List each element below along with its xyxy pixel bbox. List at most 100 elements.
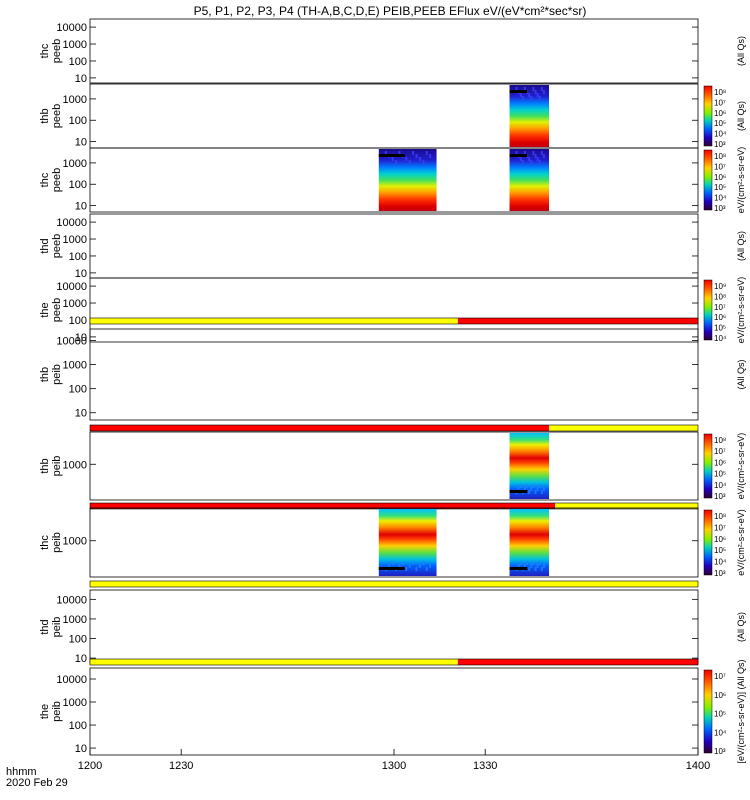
texture-streak-thb-peeb-0-7 [530,96,533,100]
ytick-label-thc-peeb-1: 100 [69,179,87,191]
spectrogram-block-thc-peib-1 [509,509,550,576]
status-bar-segment-thb-peib-bar-1 [549,425,698,431]
colorbar-thb-peeb [703,85,713,147]
ytick-label-thb-peib-top-0: 10000 [56,335,87,347]
xtick-label-1: 1230 [169,760,193,772]
panel-thd-peeb: 10000 1000 100 10 thdpeeb (All Qs) [39,213,746,280]
texture-streak-thc-peeb-1-2 [519,157,522,161]
colorbar-title-thc-peeb-top: (All Qs) [736,36,746,66]
colorbar-tick-the-peeb-2: 10⁷ [714,303,726,312]
ylabel-thb-peib: thbpeib [39,456,63,477]
texture-streak-thb-peib-0-6 [528,490,531,494]
texture-streak-thc-peib-0-13 [429,564,432,568]
status-bar-frame-thb-peib-bar [89,424,699,432]
panel-frame-thc-peeb [89,147,699,213]
panel-thb-peib-bar [89,424,699,432]
texture-streak-thc-peib-0-5 [401,561,404,565]
status-bar-segment-thb-peib-bar-0 [90,425,550,431]
status-bar-frame-thd-peib-bar [89,580,699,588]
texture-streak-thc-peeb-1-10 [536,157,539,161]
colorbar-title-thb-peib: eV/(cm²-s-sr-eV) [736,433,746,500]
texture-streak-thc-peib-0-2 [391,561,394,565]
texture-streak-thc-peib-0-9 [415,567,418,571]
panel-frame-thd-peib [89,589,699,665]
texture-streak-thb-peeb-0-6 [528,93,531,97]
texture-streak-thb-peeb-0-9 [534,90,537,94]
ylabel-thb-peeb: thbpeeb [39,104,63,128]
texture-streak-thc-peib-1-6 [528,567,531,571]
ytick-label-the-peib-2: 100 [69,720,87,732]
ytick-label-the-peeb-1: 1000 [63,298,87,310]
texture-streak-thb-peeb-0-12 [540,87,543,91]
dark-band-thb-peeb-0 [509,90,528,93]
colorbar-thc-peeb [703,149,713,211]
xtick-label-2: 1300 [382,760,406,772]
texture-streak-thc-peib-1-13 [542,564,545,568]
time-axis: 1200 1230 1300 1330 1400 [78,749,710,772]
texture-streak-thc-peib-1-10 [536,564,539,568]
spectrogram-block-thc-peeb-0 [378,149,437,211]
ytick-label-thc-peeb-top-3: 10 [75,73,87,85]
texture-streak-thc-peib-0-10 [418,564,421,568]
colorbar-tick-thb-peeb-0: 10⁸ [714,88,726,97]
colorbar-title-the-peib: [eV/(cm²-s-sr-eV)] (All Qs) [736,660,746,764]
x-axis-label-hhmm: hhmm [6,766,37,778]
texture-streak-thb-peib-0-8 [532,484,535,488]
colorbar-tick-the-peib-0: 10⁷ [714,672,726,681]
ytick-label-thc-peeb-0: 1000 [63,158,87,170]
texture-streak-thc-peeb-1-12 [540,151,543,155]
colorbar-tick-thb-peib-2: 10⁶ [714,458,726,467]
xtick-label-4: 1400 [686,760,710,772]
texture-streak-thc-peib-1-2 [519,561,522,565]
ytick-label-thc-peeb-top-2: 100 [69,56,87,68]
texture-streak-thc-peib-1-4 [523,564,526,568]
texture-streak-thc-peib-1-12 [540,567,543,571]
ytick-label-thd-peeb-3: 10 [75,268,87,280]
texture-streak-thc-peeb-1-8 [532,151,535,155]
texture-streak-thc-peib-1-7 [530,564,533,568]
ytick-label-thc-peeb-2: 10 [75,201,87,213]
ylabel-the-peib: thepeib [39,701,63,722]
texture-streak-thc-peib-1-9 [534,567,537,571]
colorbar-tick-the-peeb-3: 10⁶ [714,313,726,322]
texture-streak-thc-peeb-0-13 [429,154,432,158]
panel-frame-the-peeb [89,277,699,343]
dark-band-thc-peeb-1 [509,154,528,157]
texture-streak-thc-peib-1-1 [517,564,520,568]
colorbar-tick-the-peeb-5: 10⁴ [714,334,727,343]
status-bar-frame-thb-peib-mode [89,317,699,325]
texture-streak-thc-peeb-0-4 [398,151,401,155]
colorbar-tick-thb-peib-0: 10⁸ [714,436,726,445]
texture-streak-thb-peib-0-13 [542,487,545,491]
panel-frame-the-peib [89,667,699,756]
panel-thd-peib: 10000 1000 100 10 thdpeib (All Qs) [39,589,746,665]
figure-title: P5, P1, P2, P3, P4 (TH-A,B,C,D,E) PEIB,P… [194,4,587,18]
panel-frame-thb-peeb [89,83,699,149]
colorbar-tick-thc-peib-3: 10⁵ [714,546,726,555]
panel-frame-thd-peeb [89,213,699,279]
texture-streak-thc-peib-0-7 [408,564,411,568]
texture-streak-thc-peib-0-8 [412,561,415,565]
texture-streak-thb-peeb-0-8 [532,87,535,91]
panel-frame-thc-peeb-top [89,18,699,84]
panel-thc-peeb-top: 10000 1000 100 10 thcpeeb (All Qs) [39,18,746,85]
status-bar-frame-the-peib-bar [89,658,699,666]
ytick-label-thb-peib-0: 1000 [63,459,87,471]
colorbar-title-thc-peeb: eV/(cm²-s-sr-eV) [736,147,746,214]
colorbar-tick-the-peeb-1: 10⁸ [714,292,726,301]
panel-thb-peib-top: 10000 1000 100 10 thbpeib (All Qs) [39,328,746,421]
colorbar-tick-thb-peib-5: 10³ [714,492,726,501]
colorbar-tick-the-peib-3: 10⁴ [714,728,727,737]
texture-streak-thc-peib-1-11 [538,561,541,565]
ylabel-thc-peeb: thcpeeb [39,168,63,192]
ytick-label-thb-peeb-2: 10 [75,137,87,149]
ylabel-thc-peeb-top: thcpeeb [39,39,63,63]
colorbar-tick-thc-peeb-2: 10⁶ [714,173,726,182]
colorbar-tick-thc-peib-2: 10⁶ [714,535,726,544]
panel-frame-thb-peib [89,431,699,501]
colorbar-tick-thc-peeb-3: 10⁵ [714,183,726,192]
texture-streak-thc-peib-1-5 [526,561,529,565]
